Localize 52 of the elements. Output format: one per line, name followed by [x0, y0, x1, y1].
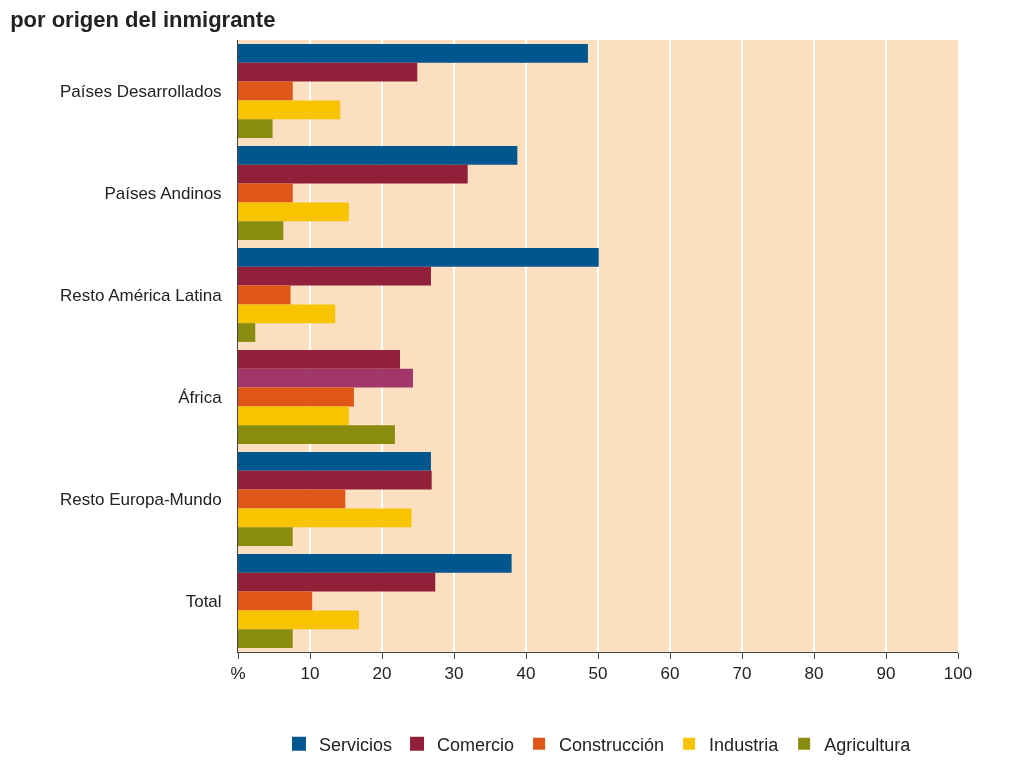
- y-tick-label: Países Desarrollados: [60, 81, 222, 101]
- bar: [238, 183, 293, 203]
- bar: [238, 610, 359, 630]
- bar: [238, 44, 588, 63]
- bar: [238, 508, 412, 528]
- x-tick-label: 30: [444, 664, 464, 684]
- bar: [238, 489, 346, 509]
- bar: [238, 629, 293, 648]
- x-tick-label: %: [230, 664, 246, 684]
- x-tick-label: 40: [516, 664, 536, 684]
- x-tick-label: 80: [804, 664, 824, 684]
- bar: [238, 285, 291, 305]
- x-tick-label: 10: [300, 664, 320, 684]
- y-tick-label: África: [178, 387, 223, 407]
- bar: [238, 248, 599, 267]
- bar: [238, 266, 431, 286]
- bar: [238, 221, 284, 240]
- chart-title: por origen del inmigrante: [10, 7, 276, 33]
- x-tick-label: 20: [372, 664, 392, 684]
- x-tick-label: 70: [732, 664, 752, 684]
- bar: [238, 304, 336, 324]
- y-tick-label: Total: [185, 591, 222, 611]
- bar: [238, 572, 436, 592]
- bar: [238, 62, 418, 82]
- bar: [238, 425, 395, 444]
- bar: [238, 164, 468, 184]
- bar: [238, 470, 432, 490]
- bar: [238, 452, 431, 471]
- y-tick-label: Resto Europa-Mundo: [60, 489, 222, 509]
- x-tick-label: 100: [943, 664, 973, 684]
- legend-label: Industria: [709, 734, 780, 755]
- bar: [238, 323, 256, 342]
- bar: [238, 527, 293, 546]
- bar: [238, 119, 273, 138]
- bar: [238, 368, 413, 388]
- legend-label: Construcción: [559, 734, 665, 755]
- bar: [238, 100, 341, 120]
- legend-label: Agricultura: [824, 734, 912, 755]
- bar: [238, 406, 349, 426]
- bar: [238, 146, 518, 165]
- x-tick-label: 50: [588, 664, 608, 684]
- x-tick-label: 90: [876, 664, 896, 684]
- bar: [238, 81, 293, 101]
- bar: [238, 591, 313, 611]
- y-tick-label: Países Andinos: [104, 183, 222, 203]
- bar: [238, 554, 512, 573]
- x-tick-label: 60: [660, 664, 680, 684]
- legend-label: Comercio: [437, 734, 515, 755]
- bar: [238, 387, 354, 407]
- y-tick-label: Resto América Latina: [60, 285, 223, 305]
- bar: [238, 202, 349, 222]
- legend-label: Servicios: [319, 734, 393, 755]
